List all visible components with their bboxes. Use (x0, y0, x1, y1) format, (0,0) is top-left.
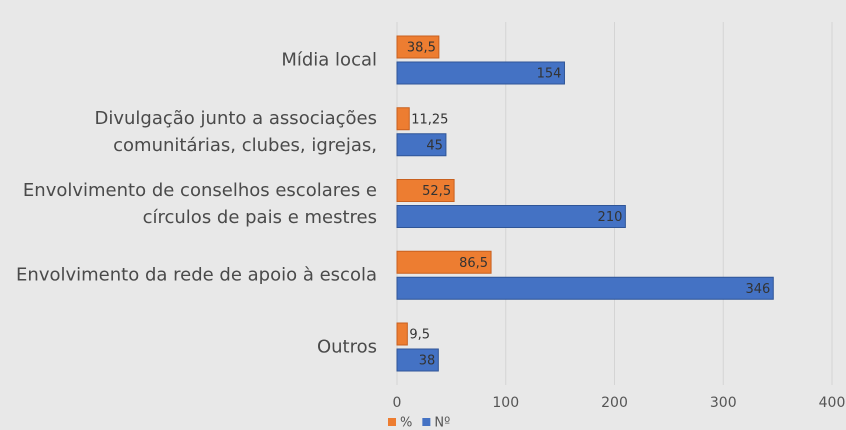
x-tick-label: 300 (710, 395, 737, 411)
category-label: Envolvimento da rede de apoio à escola (16, 264, 377, 286)
legend-label: Nº (434, 416, 450, 430)
bar (396, 250, 492, 274)
data-label: 154 (537, 67, 562, 82)
x-tick-label: 200 (601, 395, 628, 411)
x-tick-label: 0 (393, 395, 402, 411)
data-label: 38,5 (407, 41, 436, 56)
legend-label: % (400, 416, 412, 430)
legend-swatch (388, 418, 396, 426)
bar (396, 348, 439, 372)
data-label: 346 (745, 282, 770, 297)
x-tick-label: 400 (819, 395, 846, 411)
data-label: 11,25 (411, 112, 448, 127)
bar (396, 35, 440, 59)
legend-swatch (422, 418, 431, 426)
category-label: Outros (316, 336, 377, 358)
category-label: Envolvimento de conselhos escolares e cí… (22, 179, 377, 228)
bar (396, 322, 408, 346)
bar (396, 107, 410, 131)
data-label: 86,5 (459, 256, 488, 271)
category-label: Divulgação junto a associações comunitár… (94, 107, 378, 156)
bar (396, 179, 455, 202)
bar (396, 205, 626, 228)
data-label: 45 (426, 138, 443, 153)
category-label: Mídia local (281, 49, 377, 71)
x-tick-label: 100 (492, 395, 519, 411)
bar (396, 61, 565, 85)
bar (396, 133, 447, 157)
data-label: 38 (419, 354, 436, 369)
bar (396, 276, 774, 300)
data-label: 52,5 (422, 184, 451, 199)
data-label: 9,5 (409, 328, 430, 343)
data-label: 210 (598, 210, 623, 225)
